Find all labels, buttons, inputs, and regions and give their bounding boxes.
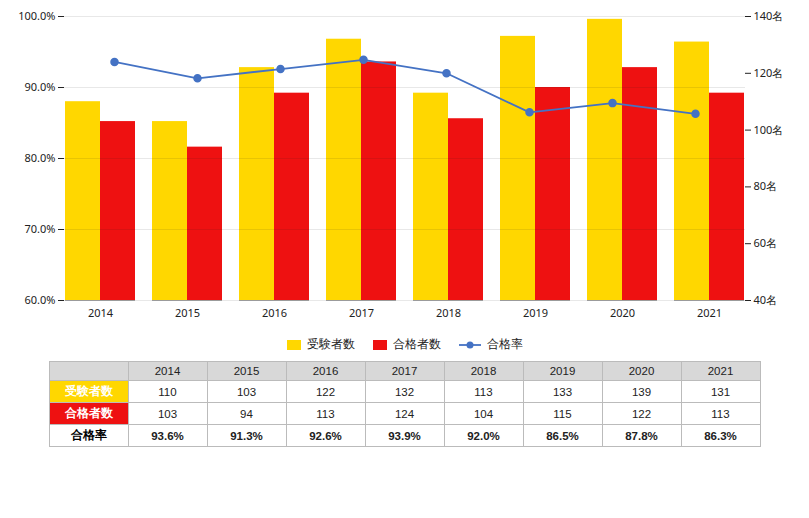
html-text:86.3%: 86.3% — [704, 429, 737, 442]
svg-text:2019: 2019 — [523, 305, 548, 320]
html-text:86.5%: 86.5% — [546, 429, 579, 442]
html-text:受験者数: 受験者数 — [306, 337, 355, 351]
html-text:87.8%: 87.8% — [625, 429, 658, 442]
html-text:113: 113 — [711, 407, 730, 420]
html-text:2018: 2018 — [470, 365, 497, 377]
svg-text:100名: 100名 — [754, 122, 784, 137]
svg-text:2018: 2018 — [436, 305, 461, 320]
html-text:104: 104 — [473, 407, 494, 420]
html-text:115: 115 — [553, 407, 572, 420]
html-text:93.9%: 93.9% — [388, 429, 421, 442]
html-text:受験者数: 受験者数 — [64, 385, 113, 397]
html-text:合格率: 合格率 — [486, 337, 523, 351]
html-text:92.0%: 92.0% — [467, 429, 500, 442]
svg-text:2020: 2020 — [610, 305, 635, 320]
html-text:139: 139 — [631, 385, 652, 398]
html-text:103: 103 — [157, 407, 178, 420]
svg-text:2015: 2015 — [175, 305, 200, 320]
html-text:合格者数: 合格者数 — [392, 337, 441, 351]
svg-text:2017: 2017 — [349, 305, 374, 320]
svg-text:90.0%: 90.0% — [25, 79, 56, 94]
html-text:2021: 2021 — [707, 365, 734, 377]
svg-text:2014: 2014 — [88, 305, 114, 320]
html-text:131: 131 — [710, 385, 731, 398]
html-text:合格率: 合格率 — [70, 429, 107, 441]
html-text:122: 122 — [315, 385, 336, 398]
html-text:113: 113 — [474, 385, 493, 398]
svg-text:70.0%: 70.0% — [25, 221, 56, 236]
html-text:103: 103 — [236, 385, 257, 398]
html-text:122: 122 — [631, 407, 652, 420]
html-text:2015: 2015 — [233, 365, 260, 377]
html-text:124: 124 — [394, 407, 415, 420]
html-text:91.3%: 91.3% — [230, 429, 263, 442]
svg-text:2021: 2021 — [697, 305, 722, 320]
svg-text:60.0%: 60.0% — [25, 292, 56, 307]
html-text:94: 94 — [240, 407, 253, 420]
svg-text:40名: 40名 — [754, 292, 778, 307]
svg-text:80.0%: 80.0% — [25, 150, 56, 165]
svg-text:80名: 80名 — [754, 178, 778, 193]
html-text:2017: 2017 — [391, 365, 418, 377]
html-text:133: 133 — [552, 385, 573, 398]
svg-text:120名: 120名 — [754, 65, 784, 80]
html-text:2020: 2020 — [628, 365, 655, 377]
html-text:2014: 2014 — [154, 365, 181, 377]
html-text:110: 110 — [158, 385, 177, 398]
html-text:113: 113 — [316, 407, 335, 420]
html-text:92.6%: 92.6% — [309, 429, 342, 442]
svg-text:140名: 140名 — [754, 8, 784, 23]
html-text:合格者数: 合格者数 — [64, 407, 113, 419]
html-text:93.6%: 93.6% — [151, 429, 184, 442]
html-text:132: 132 — [394, 385, 415, 398]
svg-text:100.0%: 100.0% — [18, 8, 55, 23]
html-text:2016: 2016 — [312, 365, 339, 377]
html-text:2019: 2019 — [549, 365, 576, 377]
svg-text:2016: 2016 — [262, 305, 287, 320]
svg-text:60名: 60名 — [754, 235, 778, 250]
